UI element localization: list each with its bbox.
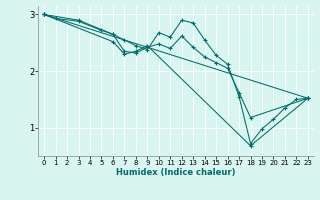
X-axis label: Humidex (Indice chaleur): Humidex (Indice chaleur): [116, 168, 236, 177]
